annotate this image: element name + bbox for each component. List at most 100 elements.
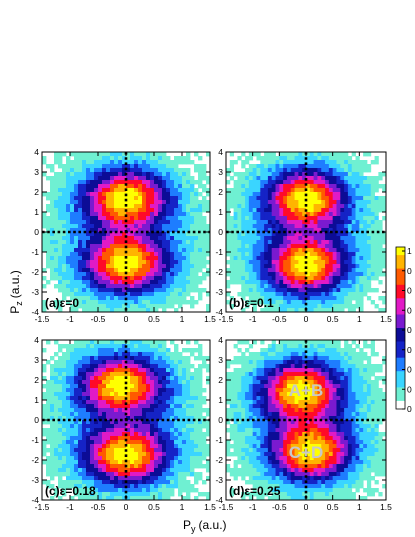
heatmap-cell	[150, 196, 155, 201]
heatmap-cell	[359, 348, 364, 353]
heatmap-cell	[271, 172, 276, 177]
heatmap-cell	[186, 340, 191, 345]
heatmap-cell	[54, 300, 59, 305]
heatmap-cell	[82, 232, 87, 237]
heatmap-cell	[102, 356, 107, 361]
heatmap-cell	[146, 412, 151, 417]
heatmap-cell	[248, 300, 254, 305]
heatmap-cell	[126, 276, 131, 281]
heatmap-cell	[50, 436, 55, 441]
heatmap-cell	[256, 220, 261, 225]
heatmap-cell	[46, 420, 51, 425]
heatmap-cell	[182, 236, 187, 241]
heatmap-cell	[382, 188, 387, 193]
heatmap-cell	[62, 180, 67, 185]
heatmap-cell	[106, 408, 111, 413]
heatmap-cell	[290, 348, 295, 353]
heatmap-cell	[70, 232, 75, 237]
heatmap-cell	[106, 248, 111, 253]
heatmap-cell	[78, 276, 83, 281]
heatmap-cell	[126, 376, 131, 381]
heatmap-cell	[134, 412, 139, 417]
heatmap-cell	[286, 304, 292, 309]
heatmap-cell	[138, 228, 143, 233]
heatmap-cell	[142, 464, 147, 469]
heatmap-cell	[86, 428, 91, 433]
heatmap-cell	[130, 244, 135, 249]
heatmap-cell	[241, 256, 246, 261]
heatmap-cell	[118, 448, 123, 453]
heatmap-cell	[154, 436, 159, 441]
heatmap-cell	[78, 388, 83, 393]
heatmap-cell	[174, 284, 179, 289]
heatmap-cell	[374, 276, 379, 281]
heatmap-cell	[162, 236, 167, 241]
heatmap-cell	[182, 432, 187, 437]
heatmap-cell	[328, 188, 334, 193]
heatmap-cell	[130, 228, 135, 233]
heatmap-cell	[146, 260, 151, 265]
heatmap-cell	[347, 280, 353, 285]
heatmap-cell	[142, 236, 147, 241]
heatmap-cell	[252, 276, 257, 281]
x-tick-label: 0	[304, 314, 309, 324]
heatmap-cell	[94, 468, 99, 473]
heatmap-cell	[90, 280, 95, 285]
heatmap-cell	[78, 208, 83, 213]
heatmap-cell	[126, 308, 131, 313]
heatmap-cell	[106, 372, 111, 377]
heatmap-cell	[122, 292, 127, 297]
heatmap-cell	[317, 188, 322, 193]
heatmap-cell	[332, 292, 337, 297]
heatmap-cell	[245, 272, 250, 277]
heatmap-cell	[74, 216, 79, 221]
heatmap-cell	[110, 360, 115, 365]
heatmap-cell	[50, 408, 55, 413]
heatmap-cell	[344, 256, 349, 261]
heatmap-cell	[279, 168, 284, 173]
heatmap-cell	[86, 400, 91, 405]
heatmap-cell	[162, 360, 167, 365]
heatmap-cell	[86, 172, 91, 177]
heatmap-cell	[237, 260, 242, 265]
heatmap-cell	[241, 228, 246, 233]
heatmap-cell	[134, 464, 139, 469]
heatmap-cell	[237, 204, 242, 209]
heatmap-cell	[174, 164, 179, 169]
heatmap-cell	[130, 168, 135, 173]
heatmap-cell	[70, 304, 75, 309]
heatmap-cell	[146, 200, 151, 205]
heatmap-cell	[118, 420, 123, 425]
heatmap-cell	[98, 232, 103, 237]
heatmap-cell	[267, 360, 273, 365]
heatmap-cell	[302, 228, 307, 233]
heatmap-cell	[142, 408, 147, 413]
heatmap-cell	[226, 272, 231, 277]
heatmap-cell	[264, 352, 269, 357]
heatmap-cell	[229, 232, 235, 237]
heatmap-cell	[271, 152, 276, 157]
heatmap-cell	[126, 428, 131, 433]
heatmap-cell	[264, 248, 269, 253]
heatmap-cell	[142, 344, 147, 349]
heatmap-cell	[142, 276, 147, 281]
heatmap-cell	[344, 272, 349, 277]
heatmap-cell	[190, 400, 195, 405]
heatmap-cell	[66, 204, 71, 209]
heatmap-cell	[86, 300, 91, 305]
heatmap-cell	[150, 488, 155, 493]
heatmap-cell	[162, 308, 167, 313]
heatmap-cell	[186, 264, 191, 269]
heatmap-cell	[106, 208, 111, 213]
heatmap-cell	[178, 444, 183, 449]
heatmap-cell	[154, 240, 159, 245]
heatmap-cell	[275, 308, 280, 313]
heatmap-cell	[279, 208, 284, 213]
heatmap-cell	[166, 288, 171, 293]
heatmap-cell	[374, 160, 379, 165]
heatmap-cell	[86, 216, 91, 221]
heatmap-cell	[237, 224, 242, 229]
heatmap-cell	[158, 192, 163, 197]
heatmap-cell	[66, 180, 71, 185]
heatmap-cell	[317, 164, 322, 169]
